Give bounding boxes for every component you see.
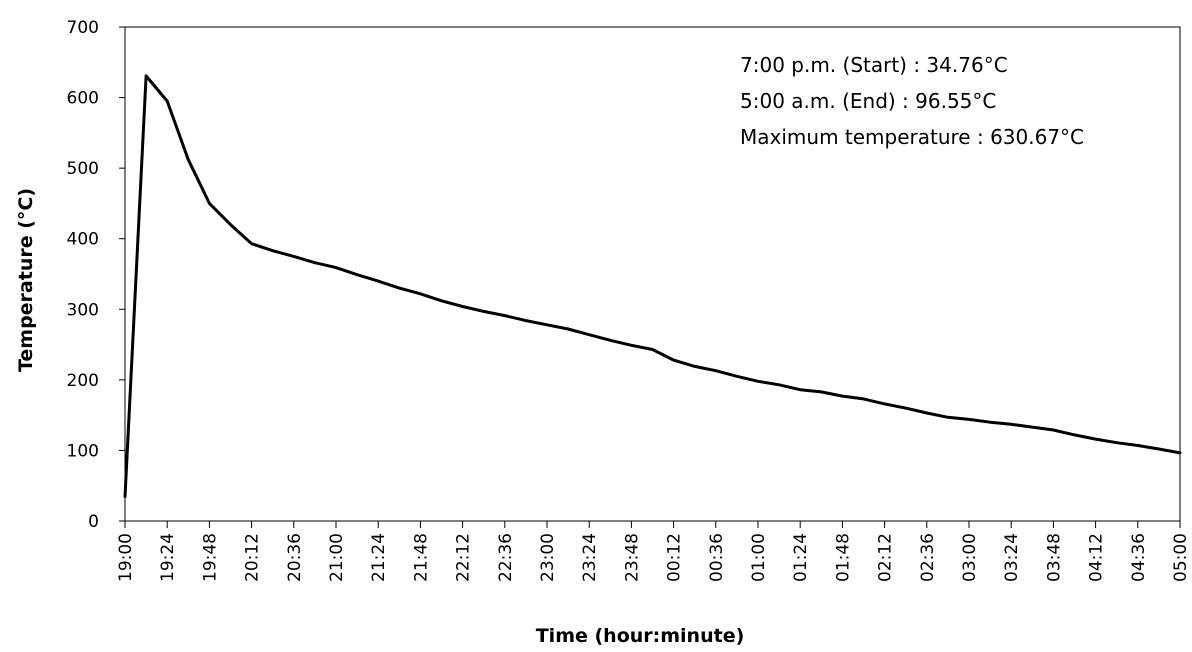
x-tick-label: 01:48	[833, 533, 853, 582]
x-tick-label: 03:48	[1044, 533, 1064, 582]
x-tick-label: 20:12	[243, 533, 263, 582]
y-tick-label: 700	[67, 18, 99, 38]
x-tick-label: 20:36	[285, 533, 305, 582]
temperature-line	[123, 74, 1182, 498]
x-axis-title: Time (hour:minute)	[536, 625, 745, 647]
x-tick-label: 02:36	[918, 533, 938, 582]
annotation-box: 7:00 p.m. (Start) : 34.76°C 5:00 a.m. (E…	[740, 53, 1084, 149]
y-axis-title: Temperature (°C)	[15, 188, 37, 372]
x-tick-label: 04:12	[1087, 533, 1107, 582]
plot-border	[124, 26, 1181, 522]
x-tick-label: 21:48	[411, 533, 431, 582]
y-tick-label: 500	[67, 159, 99, 179]
x-tick-label: 21:24	[369, 533, 389, 582]
y-tick-label: 200	[67, 371, 99, 391]
x-tick-label: 19:24	[158, 533, 178, 582]
x-tick-label: 22:12	[454, 533, 474, 582]
annotation-start: 7:00 p.m. (Start) : 34.76°C	[740, 53, 1008, 77]
x-tick-label: 04:36	[1129, 533, 1149, 582]
y-tick-label: 0	[88, 512, 99, 532]
plot-area	[124, 26, 1181, 522]
x-tick-label: 05:00	[1171, 533, 1191, 582]
x-tick-label: 23:24	[580, 533, 600, 582]
y-tick-label: 600	[67, 89, 99, 109]
x-tick-label: 00:12	[665, 533, 685, 582]
y-axis: 0 100 200 300 400 500 600 700	[67, 18, 125, 532]
y-tick-label: 100	[67, 441, 99, 461]
x-axis: 19:00 19:24 19:48 20:12 20:36 21:00 21:24 21:48…	[116, 521, 1191, 582]
x-tick-label: 21:00	[327, 533, 347, 582]
y-tick-label: 400	[67, 230, 99, 250]
x-tick-label: 23:00	[538, 533, 558, 582]
annotation-end: 5:00 a.m. (End) : 96.55°C	[740, 89, 996, 113]
x-tick-label: 19:00	[116, 533, 136, 582]
x-tick-label: 22:36	[496, 533, 516, 582]
annotation-max: Maximum temperature : 630.67°C	[740, 125, 1084, 149]
x-tick-label: 19:48	[200, 533, 220, 582]
x-tick-label: 01:24	[791, 533, 811, 582]
x-tick-label: 02:12	[876, 533, 896, 582]
y-tick-label: 300	[67, 300, 99, 320]
x-tick-label: 03:00	[960, 533, 980, 582]
x-tick-label: 23:48	[622, 533, 642, 582]
x-tick-label: 00:36	[707, 533, 727, 582]
x-tick-label: 01:00	[749, 533, 769, 582]
x-tick-label: 03:24	[1002, 533, 1022, 582]
series-layer	[123, 74, 1182, 498]
